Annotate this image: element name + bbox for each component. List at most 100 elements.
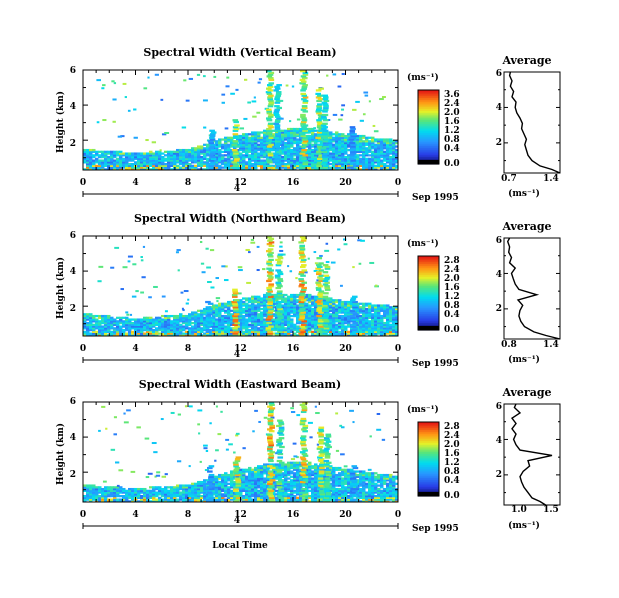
heatmap-cell	[338, 302, 342, 305]
heatmap-cell	[224, 486, 228, 489]
heatmap-cell	[242, 136, 246, 139]
heatmap-cell	[224, 309, 228, 312]
heatmap-cell	[301, 98, 307, 101]
heatmap-cell	[329, 143, 333, 146]
heatmap-cell	[221, 138, 225, 141]
heatmap-cell	[301, 157, 307, 160]
heatmap-cell	[371, 157, 375, 160]
heatmap-cell	[215, 162, 219, 166]
heatmap-cell	[316, 119, 322, 122]
heatmap-cell	[146, 500, 150, 503]
heatmap-cell	[395, 328, 399, 332]
heatmap-cell	[227, 314, 231, 318]
heatmap-cell	[263, 323, 267, 326]
heatmap-cell	[308, 309, 312, 312]
heatmap-cell	[197, 494, 201, 498]
heatmap-cell	[335, 325, 339, 328]
heatmap-cell	[200, 327, 204, 330]
heatmap-cell	[119, 327, 123, 330]
heatmap-cell	[327, 119, 331, 122]
heatmap-cell	[230, 168, 234, 171]
heatmap-cell	[362, 161, 366, 164]
heatmap-cell	[179, 148, 183, 152]
heatmap-cell	[275, 299, 279, 302]
heatmap-cell	[326, 154, 330, 157]
heatmap-cell	[215, 491, 219, 494]
heatmap-cell	[230, 475, 234, 478]
heatmap-cell	[218, 302, 222, 305]
heatmap-cell	[221, 147, 225, 150]
heatmap-cell	[236, 148, 240, 152]
heatmap-cell	[155, 500, 159, 503]
heatmap-cell	[305, 309, 309, 312]
heatmap-cell	[128, 496, 132, 499]
heatmap-cell	[188, 328, 192, 332]
heatmap-cell	[266, 75, 273, 78]
heatmap-cell	[137, 487, 141, 491]
heatmap-cell	[140, 164, 144, 167]
heatmap-cell	[191, 154, 195, 157]
heatmap-cell	[200, 148, 204, 152]
colorbar-segment	[418, 313, 439, 316]
colorbar-tick: 2.0	[444, 274, 460, 284]
heatmap-cell	[368, 157, 372, 160]
heatmap-cell	[383, 152, 387, 155]
heatmap-cell	[137, 489, 141, 492]
heatmap-cell	[239, 307, 243, 311]
heatmap-cell	[314, 129, 318, 132]
heatmap-cell	[113, 323, 117, 326]
heatmap-cell	[89, 320, 93, 323]
heatmap-cell	[86, 313, 90, 316]
heatmap-cell	[389, 140, 393, 143]
heatmap-cell	[101, 321, 105, 325]
heatmap-cell	[272, 168, 276, 171]
heatmap-cell	[374, 138, 378, 141]
heatmap-cell	[253, 96, 256, 99]
heatmap-cell	[86, 321, 90, 325]
heatmap-cell	[194, 323, 198, 326]
heatmap-cell	[146, 154, 150, 157]
heatmap-cell	[330, 261, 336, 264]
heatmap-cell	[203, 148, 207, 152]
heatmap-cell	[188, 162, 192, 166]
heatmap-cell	[128, 500, 132, 503]
heatmap-cell	[125, 327, 129, 330]
heatmap-cell	[356, 323, 360, 326]
heatmap-cell	[267, 253, 273, 256]
heatmap-cell	[248, 325, 252, 328]
heatmap-cell	[170, 496, 174, 499]
heatmap-cell	[362, 143, 366, 146]
heatmap-cell	[308, 297, 312, 300]
heatmap-cell	[275, 295, 279, 298]
x-tick-label: 20	[339, 344, 352, 354]
heatmap-cell	[176, 159, 180, 162]
heatmap-cell	[365, 141, 369, 145]
colorbar-tick-labels: 2.8 2.4 2.0 1.6 1.2 0.8 0.4 0.0	[444, 256, 460, 335]
heatmap-cell	[350, 168, 357, 171]
heatmap-cell	[194, 164, 198, 167]
heatmap-cell	[293, 304, 297, 307]
heatmap-cell	[182, 150, 186, 153]
heatmap-cell	[338, 161, 342, 164]
heatmap-cell	[215, 318, 219, 321]
colorbar-segment	[418, 270, 439, 274]
heatmap-cell	[380, 155, 384, 159]
heatmap-cell	[371, 152, 375, 155]
heatmap-cell	[359, 330, 363, 333]
heatmap-cell	[86, 150, 90, 153]
heatmap-cell	[260, 325, 264, 328]
heatmap-cell	[197, 498, 201, 501]
heatmap-cell	[233, 311, 237, 314]
heatmap-cell	[365, 327, 369, 330]
heatmap-cell	[182, 487, 186, 491]
heatmap-cell	[299, 162, 303, 166]
heatmap-cell	[296, 140, 300, 143]
heatmap-cell	[206, 327, 210, 330]
heatmap-cell	[92, 316, 96, 319]
heatmap-cell	[161, 168, 165, 171]
heatmap-cell	[395, 155, 399, 159]
heatmap-cell	[300, 255, 306, 258]
heatmap-cell	[152, 491, 156, 494]
colorbar-segment	[418, 263, 439, 266]
colorbar-segment	[418, 278, 439, 281]
